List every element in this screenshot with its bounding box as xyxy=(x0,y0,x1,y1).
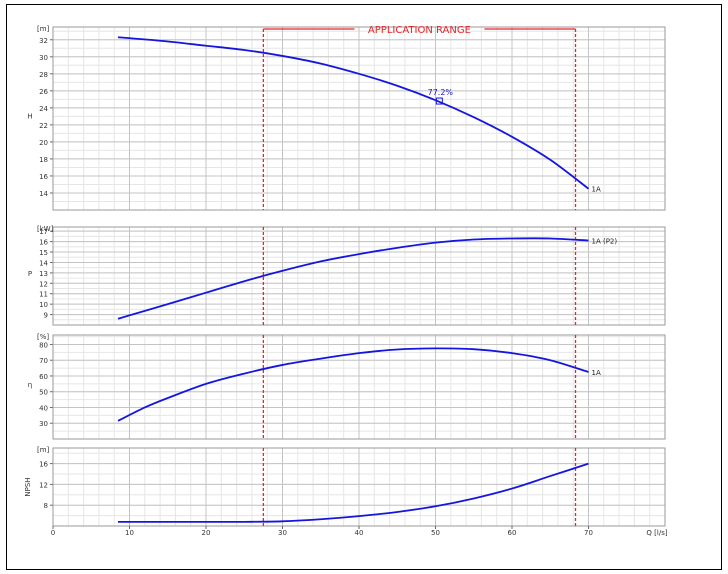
x-tick-label: 40 xyxy=(355,529,364,537)
y-tick-label: 22 xyxy=(39,122,48,130)
y-axis-label: NPSH xyxy=(24,477,32,496)
x-tick-label: 70 xyxy=(584,529,593,537)
application-range-title: APPLICATION RANGE xyxy=(368,25,471,36)
x-tick-label: 20 xyxy=(202,529,211,537)
y-tick-label: 12 xyxy=(39,280,48,288)
y-tick-label: 13 xyxy=(39,270,48,278)
x-tick-label: 0 xyxy=(51,529,55,537)
curve-label: 1A (P2) xyxy=(592,238,618,246)
y-tick-label: 9 xyxy=(44,312,48,320)
y-tick-label: 16 xyxy=(39,461,48,469)
operating-point-marker xyxy=(435,97,443,105)
y-unit-label: [m] xyxy=(37,25,50,33)
y-tick-label: 40 xyxy=(39,404,48,412)
y-tick-label: 11 xyxy=(39,291,48,299)
y-tick-label: 14 xyxy=(39,190,48,198)
y-tick-label: 15 xyxy=(39,249,48,257)
y-tick-label: 80 xyxy=(39,341,48,349)
y-tick-label: 14 xyxy=(39,259,48,267)
y-tick-label: 17 xyxy=(39,228,48,236)
x-tick-label: 10 xyxy=(125,529,134,537)
y-tick-label: 26 xyxy=(39,88,48,96)
y-tick-label: 70 xyxy=(39,357,48,365)
x-tick-label: 50 xyxy=(431,529,440,537)
y-tick-label: 20 xyxy=(39,139,48,147)
curve-efficiency xyxy=(117,347,589,422)
y-tick-label: 16 xyxy=(39,173,48,181)
y-unit-label: [%] xyxy=(37,333,49,341)
y-tick-label: 24 xyxy=(39,105,48,113)
curve-label: 1A xyxy=(592,369,601,377)
operating-point-label: 77.2% xyxy=(428,88,454,97)
x-tick-label: 30 xyxy=(278,529,287,537)
y-unit-label: [kW] xyxy=(37,225,54,233)
y-tick-label: 28 xyxy=(39,71,48,79)
chart-frame: 14 16 18 20 22 24 26 28 30 32 [m] H 1A 77.2% 9 10 11 12 13… xyxy=(6,4,722,570)
y-tick-label: 12 xyxy=(39,481,48,489)
x-tick-label: 60 xyxy=(508,529,517,537)
curve-power xyxy=(117,237,589,320)
y-tick-label: 50 xyxy=(39,389,48,397)
y-axis-label: H xyxy=(27,113,32,121)
y-tick-label: 30 xyxy=(39,54,48,62)
curve-head xyxy=(117,36,590,190)
panel-border xyxy=(52,226,666,326)
curve-npsh xyxy=(118,462,589,523)
panel-border xyxy=(52,334,666,440)
y-axis-label: η xyxy=(28,381,32,389)
pump-curve-chart: 14 16 18 20 22 24 26 28 30 32 [m] H 1A 77.2% 9 10 11 12 13… xyxy=(24,25,668,537)
y-tick-label: 32 xyxy=(39,37,48,45)
y-tick-label: 16 xyxy=(39,239,48,247)
y-tick-label: 8 xyxy=(44,502,48,510)
curve-label: 1A xyxy=(592,186,601,194)
y-axis-label: P xyxy=(28,270,32,278)
y-unit-label: [m] xyxy=(37,446,50,454)
y-tick-label: 60 xyxy=(39,373,48,381)
y-tick-label: 30 xyxy=(39,420,48,428)
y-tick-label: 10 xyxy=(39,301,48,309)
panel-border xyxy=(52,26,666,211)
x-axis-label: Q [l/s] xyxy=(646,529,667,537)
y-tick-label: 18 xyxy=(39,156,48,164)
